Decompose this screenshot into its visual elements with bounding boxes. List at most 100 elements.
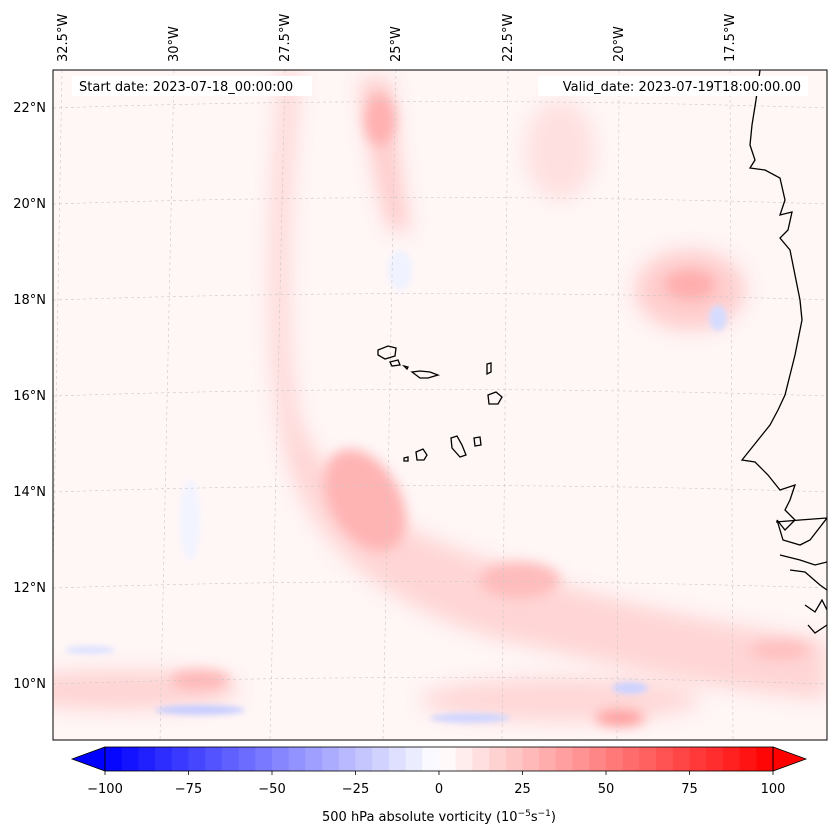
meridian-30w [159,70,175,740]
island-brava [403,456,409,462]
lat-label: 10°N [13,677,46,692]
colorbar-segment [205,747,223,771]
colorbar-segment [272,747,290,771]
latitude-labels: 22°N 20°N 18°N 16°N 14°N 12°N 10°N [13,101,46,692]
vorticity-field [53,70,827,726]
colorbar-segment [756,747,774,771]
island-santiago [450,435,467,458]
meridian-22-5w [501,70,509,740]
valid-date-box [538,76,808,96]
colorbar-segment [105,747,123,771]
colorbar-segment [372,747,390,771]
colorbar-segment [706,747,724,771]
graticule [53,70,827,740]
colorbar-segment [672,747,690,771]
colorbar-segment [722,747,740,771]
colorbar-segment [388,747,406,771]
lat-label: 18°N [13,293,46,308]
colorbar-label-main: 500 hPa absolute vorticity (10 [322,810,518,825]
colorbar-tick-label: 50 [598,782,615,797]
colorbar-tick-label: −75 [175,782,202,797]
island-maio [473,436,482,447]
lon-label: 30°W [167,26,182,62]
meridian-25w [382,70,397,740]
island-boa-vista [487,391,503,405]
island-fogo [415,448,428,461]
colorbar-tick-label: −100 [87,782,123,797]
colorbar: −100 −75 −50 −25 0 25 50 75 100 500 hPa absolute… [70,746,808,825]
colorbar-segment [539,747,557,771]
colorbar-segment [489,747,507,771]
parallel-12n [53,581,827,589]
colorbar-segment [121,747,139,771]
colorbar-label: 500 hPa absolute vorticity (10−5s−1) [322,809,556,825]
lon-label: 22.5°W [501,14,516,62]
colorbar-tick-label: 0 [435,782,443,797]
lon-label: 27.5°W [278,14,293,62]
colorbar-tick-label: −50 [258,782,285,797]
start-date-box [72,76,312,96]
colorbar-segment [606,747,624,771]
lat-label: 20°N [13,197,46,212]
coastline [740,70,827,634]
colorbar-segment [572,747,590,771]
colorbar-segment [472,747,490,771]
guinea-bissau-coast [779,554,827,634]
colorbar-segment [305,747,323,771]
lat-label: 16°N [13,389,46,404]
colorbar-segment [455,747,473,771]
parallel-14n [53,485,827,493]
colorbar-segment [221,747,239,771]
meridian-17-5w [729,70,734,740]
colorbar-segment [338,747,356,771]
colorbar-segment [522,747,540,771]
colorbar-segment [439,747,457,771]
colorbar-segment [689,747,707,771]
lat-label: 22°N [13,101,46,116]
island-sal [486,362,492,376]
island-sao-nicolau [410,370,441,379]
lat-label: 14°N [13,485,46,500]
meridian-27-5w [269,70,286,740]
colorbar-segments [105,747,774,771]
colorbar-segment [288,747,306,771]
lon-label: 32.5°W [56,14,71,62]
lat-label: 12°N [13,581,46,596]
parallel-20n [53,197,827,205]
colorbar-segment [656,747,674,771]
colorbar-segment [322,747,340,771]
colorbar-segment [505,747,523,771]
colorbar-segment [589,747,607,771]
colorbar-segment [422,747,440,771]
lon-label: 25°W [389,26,404,62]
colorbar-segment [622,747,640,771]
colorbar-segment [255,747,273,771]
colorbar-segment [405,747,423,771]
parallel-16n [53,389,827,397]
colorbar-segment [555,747,573,771]
map-frame [52,69,828,741]
colorbar-segment [739,747,757,771]
colorbar-ticks: −100 −75 −50 −25 0 25 50 75 100 [87,771,785,797]
colorbar-label-end: ) [551,810,556,825]
colorbar-tick-label: 100 [761,782,786,797]
cabo-verde-islands [377,345,503,462]
colorbar-segment [355,747,373,771]
colorbar-segment [238,747,256,771]
colorbar-label-exp1: −5 [518,809,531,819]
island-santa-luzia [401,364,409,371]
valid-date-text: Valid_date: 2023-07-19T18:00:00.00 [563,80,801,95]
start-date-text: Start date: 2023-07-18_00:00:00 [79,80,293,95]
colorbar-segment [155,747,173,771]
colorbar-max-extend [772,746,808,772]
meridian-20w [616,70,620,740]
parallel-22n [53,101,827,109]
lon-label: 17.5°W [723,14,738,62]
island-santo-antao [377,345,397,360]
colorbar-tick-label: 25 [514,782,531,797]
colorbar-tick-label: −25 [342,782,369,797]
colorbar-min-extend [70,746,106,772]
colorbar-segment [639,747,657,771]
colorbar-segment [138,747,156,771]
